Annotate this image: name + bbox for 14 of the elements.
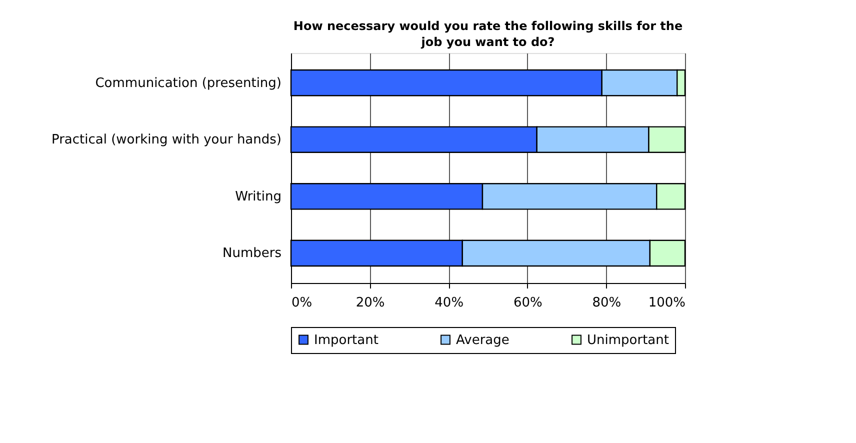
y-tick-label: Communication (presenting) xyxy=(95,76,282,91)
x-tick-label: 20% xyxy=(356,296,385,310)
y-tick-label: Practical (working with your hands) xyxy=(51,132,282,148)
y-tick-label: Writing xyxy=(235,189,282,204)
x-tick-label: 0% xyxy=(292,296,312,310)
legend-label: Average xyxy=(456,332,510,348)
y-tick-label: Numbers xyxy=(222,246,282,262)
x-tick-label: 100% xyxy=(648,296,686,310)
x-tick-label: 60% xyxy=(513,296,542,310)
x-tick-label: 40% xyxy=(434,296,464,310)
chart-title: How necessary would you rate the following skills for the job you want to do? xyxy=(293,19,683,49)
legend-label: Important xyxy=(314,332,378,348)
legend-label: Unimportant xyxy=(587,332,669,348)
x-tick-label: 80% xyxy=(592,296,622,310)
